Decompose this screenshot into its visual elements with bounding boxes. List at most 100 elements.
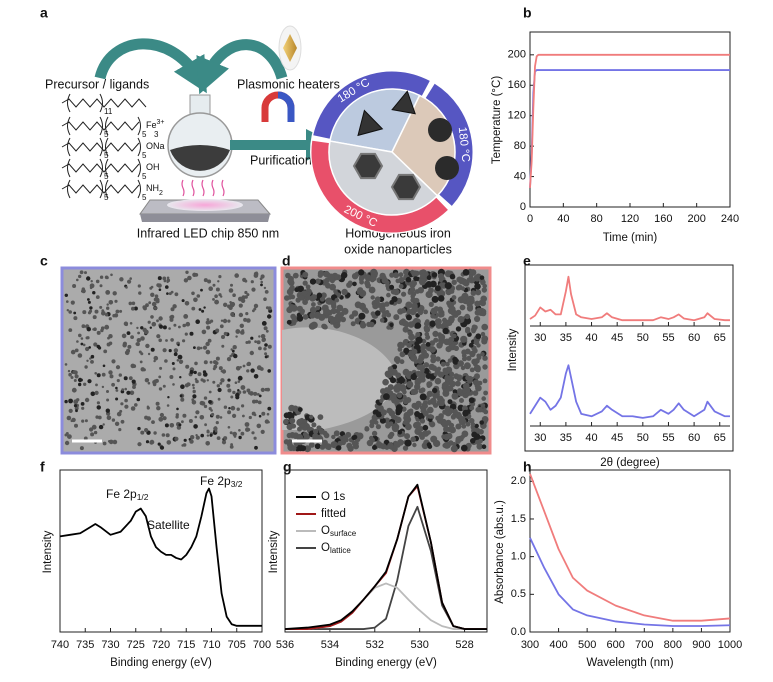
nanoparticle: [267, 314, 272, 319]
x-tick-label: 530: [410, 639, 428, 651]
annotation-text: Fe 2p: [200, 474, 231, 488]
nanoparticle: [64, 440, 70, 446]
nanoparticle: [258, 346, 262, 351]
nanoparticle: [149, 439, 155, 445]
nanoparticle: [302, 431, 308, 437]
nanoparticle: [379, 306, 386, 313]
led-base: [140, 214, 270, 222]
y-axis-label: Intensity: [42, 530, 54, 573]
x-tick-label: 65: [714, 432, 726, 444]
nanoparticle: [129, 322, 133, 325]
nanoparticle: [390, 173, 422, 201]
x-axis-label: 2θ (degree): [600, 457, 660, 469]
nanoparticle: [240, 385, 246, 390]
nanoparticle: [384, 445, 390, 450]
legend-sub: lattice: [330, 546, 351, 555]
nanoparticle: [102, 364, 106, 368]
nanoparticle: [352, 281, 357, 287]
x-tick-label: 60: [688, 332, 700, 344]
nanoparticle: [81, 324, 86, 329]
nanoparticle: [263, 286, 267, 290]
ligand-subscript: 11: [104, 107, 113, 116]
ligand-end: Fe3+: [146, 119, 165, 131]
nanoparticle: [176, 359, 180, 362]
nanoparticle: [68, 328, 73, 332]
nanoparticle: [241, 295, 246, 300]
nanoparticle: [380, 409, 387, 416]
nanoparticle: [126, 331, 131, 335]
nanoparticle: [234, 273, 239, 278]
nanoparticle: [358, 269, 365, 276]
nanoparticle: [364, 309, 370, 314]
nanoparticle: [158, 387, 163, 391]
nanoparticle: [313, 428, 319, 435]
nanoparticle: [311, 294, 317, 301]
nanoparticle: [483, 390, 488, 396]
nanoparticle: [214, 294, 218, 299]
nanoparticle: [315, 278, 321, 285]
nanoparticle: [420, 368, 425, 373]
y-axis-label: Intensity: [507, 328, 519, 371]
nanoparticle: [461, 423, 467, 429]
nanoparticle: [426, 275, 432, 281]
nanoparticle: [183, 314, 189, 319]
nanoparticle: [72, 284, 77, 288]
nanoparticle: [254, 340, 257, 343]
nanoparticle: [82, 343, 86, 347]
nanoparticle: [448, 336, 455, 343]
legend-sub: surface: [330, 529, 357, 538]
nanoparticle: [174, 436, 179, 441]
nanoparticle: [123, 376, 128, 381]
nanoparticle: [460, 286, 466, 291]
nanoparticle: [98, 424, 104, 430]
nanoparticle: [287, 278, 294, 285]
nanoparticle: [371, 430, 378, 437]
nanoparticle: [230, 395, 234, 399]
nanoparticle: [463, 410, 469, 417]
nanoparticle: [474, 315, 481, 323]
nanoparticle: [182, 339, 186, 343]
nanoparticle: [426, 430, 431, 435]
nanoparticle: [87, 298, 90, 301]
nanoparticle: [166, 280, 169, 284]
nanoparticle: [399, 351, 406, 358]
nanoparticle: [207, 279, 212, 284]
nanoparticle: [194, 361, 198, 366]
nanoparticle: [220, 378, 225, 383]
nanoparticle: [85, 346, 90, 352]
nanoparticle: [166, 440, 172, 445]
nanoparticle: [423, 367, 430, 374]
nanoparticle: [402, 398, 409, 405]
nanoparticle: [206, 318, 210, 321]
nanoparticle: [456, 276, 463, 283]
nanoparticle: [292, 272, 299, 279]
ligand-subscript: 5: [142, 193, 147, 202]
nanoparticle: [99, 305, 103, 309]
nanoparticle: [105, 408, 111, 413]
nanoparticle: [229, 445, 234, 449]
y-tick-label: 40: [514, 170, 526, 182]
nanoparticle: [449, 371, 455, 377]
nanoparticle: [400, 307, 407, 314]
nanoparticle: [221, 344, 225, 348]
nanoparticle: [248, 391, 252, 395]
nanoparticle: [409, 286, 416, 293]
nanoparticle: [309, 414, 314, 420]
nanoparticle: [376, 302, 383, 309]
nanoparticle: [442, 409, 448, 415]
nanoparticle: [96, 330, 101, 335]
nanoparticle: [419, 393, 427, 401]
nanoparticle: [424, 321, 430, 327]
nanoparticle: [125, 286, 128, 289]
nanoparticle: [195, 410, 200, 415]
nanoparticle: [84, 419, 88, 423]
nanoparticle: [220, 295, 223, 298]
panel-frame: [524, 264, 734, 452]
nanoparticle: [97, 415, 102, 420]
nanoparticle: [474, 283, 481, 290]
nanoparticle: [169, 375, 174, 379]
nanoparticle: [442, 327, 449, 335]
nanoparticle: [108, 300, 114, 305]
nanoparticle: [191, 291, 195, 296]
